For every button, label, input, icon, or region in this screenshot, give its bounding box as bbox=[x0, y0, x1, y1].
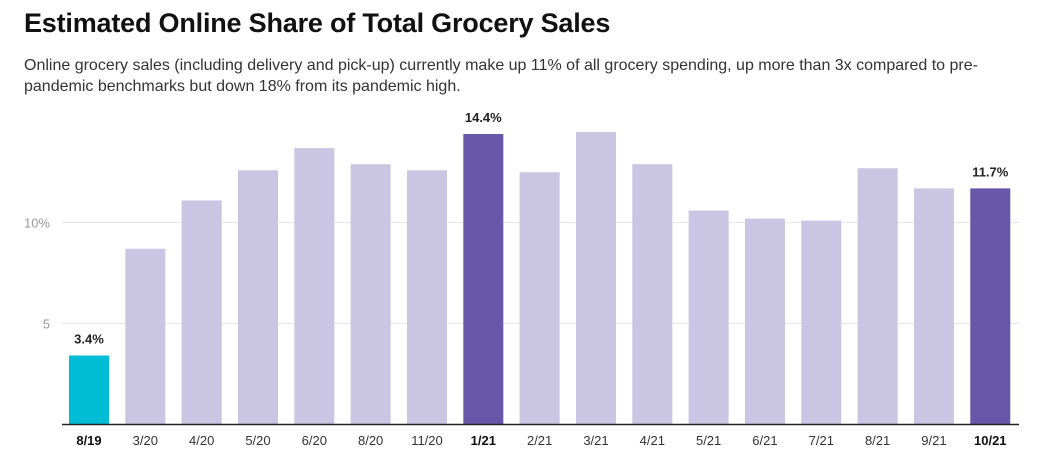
data-label: 14.4% bbox=[465, 110, 502, 125]
x-tick-label: 6/20 bbox=[302, 433, 327, 448]
bar-4-20 bbox=[181, 200, 222, 424]
x-tick-label: 7/21 bbox=[809, 433, 834, 448]
x-tick-label: 8/21 bbox=[865, 433, 890, 448]
x-tick-label: 11/20 bbox=[411, 433, 443, 448]
bar-4-21 bbox=[632, 164, 673, 424]
bar-6-20 bbox=[294, 148, 335, 424]
y-tick-label: 5 bbox=[43, 316, 50, 331]
bar-9-21 bbox=[913, 188, 954, 425]
bar-8-20 bbox=[350, 164, 391, 424]
x-tick-label: 5/21 bbox=[696, 433, 721, 448]
chart-subtitle: Online grocery sales (including delivery… bbox=[24, 57, 978, 95]
x-tick-label: 4/20 bbox=[189, 433, 214, 448]
x-tick-label: 9/21 bbox=[921, 433, 946, 448]
bar-3-20 bbox=[125, 248, 166, 424]
bar-3-21 bbox=[575, 131, 616, 425]
x-tick-label: 2/21 bbox=[527, 433, 552, 448]
bars bbox=[69, 131, 1011, 425]
bar-1-21 bbox=[463, 134, 504, 424]
x-tick-label: 3/21 bbox=[583, 433, 608, 448]
data-label: 11.7% bbox=[972, 164, 1009, 179]
x-tick-label: 10/21 bbox=[974, 433, 1007, 448]
y-tick-label: 10% bbox=[24, 216, 50, 231]
chart-title: Estimated Online Share of Total Grocery … bbox=[24, 8, 611, 38]
x-tick-label: 3/20 bbox=[133, 433, 158, 448]
x-axis: 8/19 3/20 4/20 5/20 6/20 8/20 11/20 1/21 2/21 3/2… bbox=[62, 423, 1019, 448]
bar-8-19 bbox=[69, 355, 109, 424]
bar-7-21 bbox=[801, 220, 842, 424]
x-tick-label: 5/20 bbox=[245, 433, 270, 448]
bar-6-21 bbox=[744, 218, 785, 424]
x-tick-label: 6/21 bbox=[752, 433, 777, 448]
x-tick-label: 1/21 bbox=[471, 433, 496, 448]
data-label: 3.4% bbox=[74, 332, 104, 347]
bar-8-21 bbox=[857, 168, 898, 424]
x-tick-label: 4/21 bbox=[640, 433, 665, 448]
bar-5-20 bbox=[237, 170, 278, 424]
bar-5-21 bbox=[688, 210, 729, 424]
bar-11-20 bbox=[406, 170, 447, 424]
x-tick-label: 8/20 bbox=[358, 433, 383, 448]
bar-2-21 bbox=[519, 172, 560, 424]
bar-10-21 bbox=[970, 188, 1011, 425]
x-tick-label: 8/19 bbox=[76, 433, 101, 448]
data-labels: 3.4% 14.4% 11.7% bbox=[74, 110, 1009, 347]
